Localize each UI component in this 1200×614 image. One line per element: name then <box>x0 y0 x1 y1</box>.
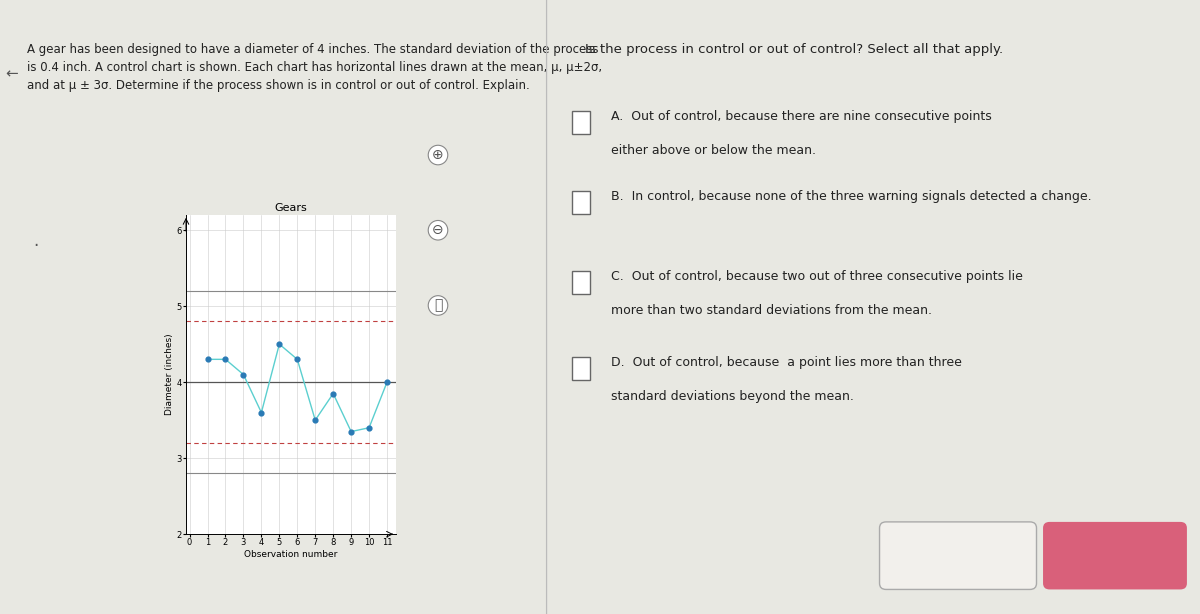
FancyBboxPatch shape <box>572 111 590 134</box>
Text: Clear all: Clear all <box>932 549 984 562</box>
Text: ⊖: ⊖ <box>432 223 444 237</box>
FancyBboxPatch shape <box>572 191 590 214</box>
Y-axis label: Diameter (inches): Diameter (inches) <box>164 334 174 415</box>
FancyBboxPatch shape <box>572 357 590 380</box>
Point <box>198 354 217 364</box>
Text: ⊕: ⊕ <box>432 148 444 162</box>
Text: C.  Out of control, because two out of three consecutive points lie: C. Out of control, because two out of th… <box>612 270 1024 283</box>
Text: ←: ← <box>6 66 18 81</box>
Point <box>342 427 361 437</box>
Title: Gears: Gears <box>275 203 307 212</box>
Text: ⧉: ⧉ <box>434 298 442 313</box>
Point <box>360 423 379 433</box>
Text: D.  Out of control, because  a point lies more than three: D. Out of control, because a point lies … <box>612 356 962 369</box>
Point <box>216 354 235 364</box>
Point <box>378 377 397 387</box>
FancyBboxPatch shape <box>880 522 1037 589</box>
Text: either above or below the mean.: either above or below the mean. <box>612 144 816 157</box>
Point <box>270 339 289 349</box>
Text: Check answer: Check answer <box>1067 549 1164 562</box>
Point <box>234 370 253 379</box>
Point <box>324 389 343 398</box>
Point <box>306 415 325 425</box>
Text: A.  Out of control, because there are nine consecutive points: A. Out of control, because there are nin… <box>612 110 992 123</box>
FancyBboxPatch shape <box>1043 522 1187 589</box>
Text: ·: · <box>32 236 38 255</box>
X-axis label: Observation number: Observation number <box>245 550 337 559</box>
Point <box>288 354 307 364</box>
Text: B.  In control, because none of the three warning signals detected a change.: B. In control, because none of the three… <box>612 190 1092 203</box>
Text: more than two standard deviations from the mean.: more than two standard deviations from t… <box>612 303 932 317</box>
Text: Is the process in control or out of control? Select all that apply.: Is the process in control or out of cont… <box>586 43 1003 56</box>
Text: A gear has been designed to have a diameter of 4 inches. The standard deviation : A gear has been designed to have a diame… <box>28 43 602 92</box>
FancyBboxPatch shape <box>572 271 590 294</box>
Text: standard deviations beyond the mean.: standard deviations beyond the mean. <box>612 389 854 403</box>
Point <box>252 408 271 418</box>
